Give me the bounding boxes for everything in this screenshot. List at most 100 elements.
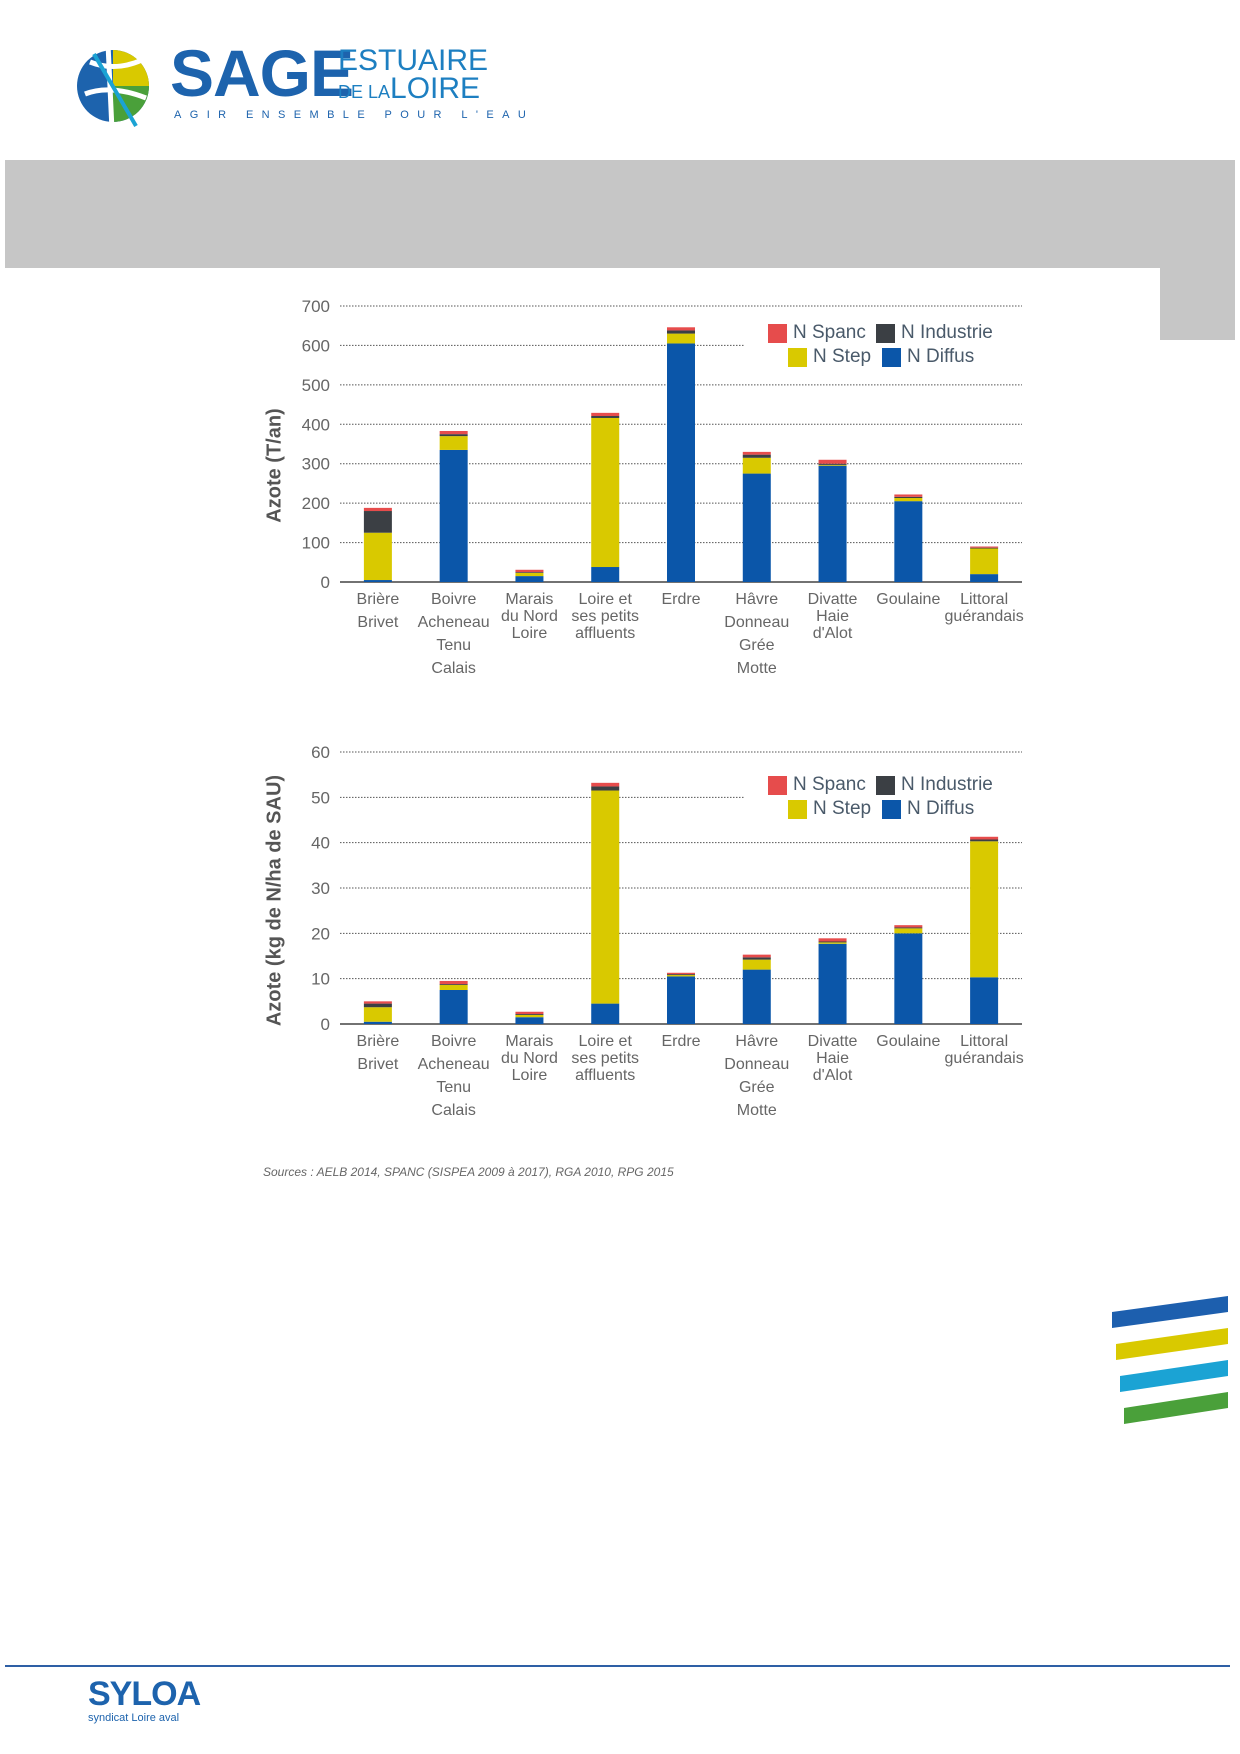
bar-segment-diffus	[894, 501, 923, 582]
bar-segment-step	[667, 333, 695, 344]
x-tick-label: Hâvre	[735, 1033, 778, 1050]
bar-segment-spanc	[894, 925, 923, 928]
y-tick-label: 500	[302, 376, 330, 395]
bar-segment-diffus	[363, 580, 392, 582]
logo-delaloire-text: DE LALOIRE	[338, 74, 480, 104]
syloa-logo-subtitle: syndicat Loire aval	[88, 1712, 180, 1724]
bar-segment-step	[363, 1007, 392, 1022]
bar-segment-industrie	[970, 839, 999, 842]
bar-segment-diffus	[667, 343, 695, 582]
syloa-logo: SYLOA syndicat Loire aval	[88, 1675, 201, 1724]
chart-azote-tonnes: Azote (T/an) 0 100 200 300 400 500 600 700 Brièr…	[0, 0, 1240, 700]
x-tick-label: Brivet	[357, 1056, 398, 1073]
bar-segment-diffus	[742, 969, 771, 1024]
legend-label: N Step	[813, 346, 872, 367]
bar-segment-diffus	[970, 977, 999, 1024]
x-tick-label: Loire	[512, 1067, 548, 1084]
bar-segment-spanc	[970, 836, 999, 840]
bar-segment-spanc	[591, 412, 620, 417]
legend-item-diffus: N Diffus	[882, 798, 974, 820]
bar-segment-industrie	[515, 572, 544, 573]
x-tick-label: Hâvre	[735, 591, 778, 608]
bar-segment-industrie	[667, 330, 695, 334]
x-tick-label: Marais	[505, 1033, 553, 1050]
x-tick-label: affluents	[575, 625, 635, 642]
x-tick-label: Brière	[357, 1033, 400, 1050]
x-tick-label: Brière	[357, 591, 400, 608]
x-tick-label: Acheneau	[418, 1056, 490, 1073]
legend-swatch-industrie	[876, 323, 895, 343]
logo-estuaire-text: ESTUAIRE	[338, 44, 489, 77]
source-note: Sources : AELB 2014, SPANC (SISPEA 2009 …	[263, 1165, 674, 1179]
bar-segment-industrie	[591, 416, 620, 418]
x-tick-label: Donneau	[724, 1056, 789, 1073]
bar-segment-spanc	[970, 546, 999, 548]
bar-segment-spanc	[439, 430, 468, 435]
x-tick-label: Boivre	[431, 591, 476, 608]
x-tick-label: Erdre	[661, 1033, 700, 1050]
bar-segment-spanc	[363, 1001, 392, 1004]
x-tick-label: Tenu	[436, 1079, 471, 1096]
bar-segment-industrie	[591, 786, 620, 791]
x-tick-label: Goulaine	[876, 591, 940, 608]
bar-segment-step	[818, 464, 847, 466]
x-tick-label: Divatte	[808, 591, 858, 608]
legend-item-spanc: N Spanc	[768, 322, 866, 344]
bar-segment-step	[439, 436, 468, 450]
y-tick-label: 30	[311, 879, 330, 898]
bar-segment-industrie	[439, 434, 468, 437]
bar-segment-industrie	[667, 974, 695, 976]
y-tick-label: 60	[311, 743, 330, 762]
bar-segment-step	[363, 532, 392, 581]
bar-segment-spanc	[667, 972, 695, 975]
bar-segment-spanc	[439, 980, 468, 985]
bar-segment-spanc	[515, 1011, 544, 1015]
chart-1-plot: 0 100 200 300 400 500 600 700 Brière Brivet Boivre…	[302, 297, 1024, 677]
bar-segment-step	[515, 1014, 544, 1018]
x-tick-label: Boivre	[431, 1033, 476, 1050]
y-tick-label: 600	[302, 336, 330, 355]
bar-segment-diffus	[667, 976, 695, 1024]
x-tick-label: Littoral	[960, 1033, 1008, 1050]
bar-segment-diffus	[515, 576, 544, 582]
x-tick-label: Grée	[739, 1079, 775, 1096]
legend-swatch-step	[788, 799, 807, 819]
bar-segment-diffus	[591, 1003, 620, 1024]
legend-label: N Industrie	[901, 322, 993, 343]
legend-swatch-step	[788, 347, 807, 367]
logo-tagline: AGIR ENSEMBLE POUR L'EAU	[174, 109, 535, 121]
x-tick-label: ses petits	[571, 608, 639, 625]
x-tick-label: guérandais	[945, 608, 1024, 625]
bar-segment-diffus	[818, 465, 847, 582]
x-tick-label: d'Alot	[813, 1067, 853, 1084]
bar-segment-industrie	[363, 511, 392, 533]
x-tick-label: Marais	[505, 591, 553, 608]
y-tick-label: 700	[302, 297, 330, 316]
bar-segment-diffus	[742, 473, 771, 582]
legend-item-step: N Step	[788, 798, 871, 820]
footer-rule	[5, 1665, 1230, 1667]
legend-item-diffus: N Diffus	[882, 346, 974, 368]
bar-segment-industrie	[818, 463, 847, 465]
legend-swatch-industrie	[876, 775, 895, 795]
y-tick-label: 400	[302, 415, 330, 434]
y-tick-label: 0	[321, 573, 330, 592]
legend-label: N Diffus	[907, 346, 975, 367]
x-tick-label: Goulaine	[876, 1033, 940, 1050]
y-tick-label: 10	[311, 970, 330, 989]
legend-swatch-diffus	[882, 347, 901, 367]
x-tick-label: affluents	[575, 1067, 635, 1084]
legend-item-step: N Step	[788, 346, 871, 368]
bar-segment-industrie	[742, 957, 771, 960]
x-tick-label: du Nord	[501, 1050, 558, 1067]
y-tick-label: 40	[311, 834, 330, 853]
y-tick-label: 200	[302, 494, 330, 513]
bar-segment-step	[742, 457, 771, 474]
syloa-logo-text: SYLOA	[88, 1675, 201, 1713]
x-tick-label: Grée	[739, 637, 775, 654]
x-tick-label: Motte	[737, 1102, 777, 1119]
legend-label: N Diffus	[907, 798, 975, 819]
bar-segment-diffus	[591, 567, 620, 582]
bar-segment-diffus	[439, 990, 468, 1024]
bar-segment-industrie	[970, 547, 999, 549]
